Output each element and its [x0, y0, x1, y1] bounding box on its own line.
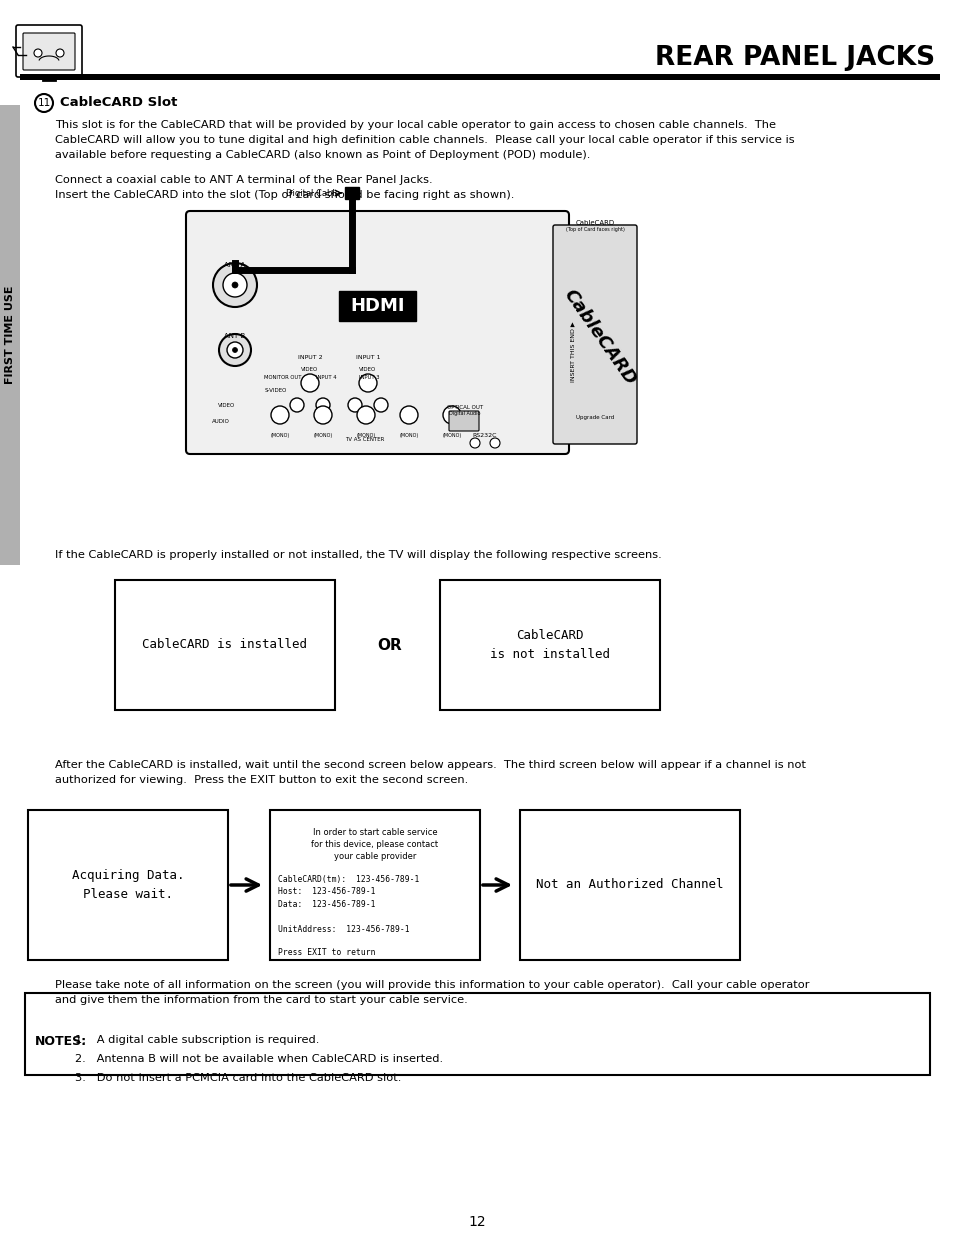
- Text: VIDEO: VIDEO: [218, 403, 235, 408]
- Bar: [28, 810, 228, 960]
- Text: CableCARD will allow you to tune digital and high definition cable channels.  Pl: CableCARD will allow you to tune digital…: [55, 135, 794, 144]
- FancyBboxPatch shape: [16, 25, 82, 77]
- Text: and give them the information from the card to start your cable service.: and give them the information from the c…: [55, 995, 467, 1005]
- Text: In order to start cable service
for this device, please contact
your cable provi: In order to start cable service for this…: [311, 827, 438, 861]
- Bar: [0, 105, 20, 564]
- Circle shape: [56, 49, 64, 57]
- Text: AUDIO: AUDIO: [212, 419, 230, 424]
- Text: (Top of Card faces right): (Top of Card faces right): [565, 227, 624, 232]
- Text: available before requesting a CableCARD (also known as Point of Deployment (POD): available before requesting a CableCARD …: [55, 149, 590, 161]
- Text: CableCARD is installed: CableCARD is installed: [142, 638, 307, 652]
- Bar: [439, 580, 659, 710]
- Text: CableCARD: CableCARD: [559, 285, 639, 388]
- Circle shape: [227, 342, 243, 358]
- Text: Not an Authorized Channel: Not an Authorized Channel: [536, 878, 723, 892]
- Text: VIDEO: VIDEO: [359, 367, 376, 372]
- FancyBboxPatch shape: [449, 411, 478, 431]
- Text: 12: 12: [468, 1215, 485, 1229]
- Text: This slot is for the CableCARD that will be provided by your local cable operato: This slot is for the CableCARD that will…: [55, 120, 775, 130]
- Text: Acquiring Data.
Please wait.: Acquiring Data. Please wait.: [71, 869, 184, 902]
- Text: After the CableCARD is installed, wait until the second screen below appears.  T: After the CableCARD is installed, wait u…: [55, 760, 805, 769]
- Text: 11: 11: [37, 98, 51, 107]
- Circle shape: [301, 374, 318, 391]
- Text: MONITOR OUT: MONITOR OUT: [264, 375, 301, 380]
- Circle shape: [399, 406, 417, 424]
- Text: NOTES:: NOTES:: [35, 1035, 87, 1049]
- Text: VIDEO: VIDEO: [301, 367, 318, 372]
- FancyBboxPatch shape: [23, 33, 75, 70]
- Bar: [115, 580, 335, 710]
- Circle shape: [315, 398, 330, 412]
- Text: CableCARD: CableCARD: [575, 220, 614, 226]
- Text: FIRST TIME USE: FIRST TIME USE: [5, 285, 15, 384]
- Text: Digital Cable: Digital Cable: [286, 189, 339, 198]
- Text: Insert the CableCARD into the slot (Top of card should be facing right as shown): Insert the CableCARD into the slot (Top …: [55, 190, 514, 200]
- Bar: [345, 186, 358, 199]
- FancyBboxPatch shape: [553, 225, 637, 445]
- Text: INPUT 1: INPUT 1: [355, 354, 380, 359]
- Text: (MONO): (MONO): [313, 433, 333, 438]
- Text: OPTICAL OUT: OPTICAL OUT: [446, 405, 482, 410]
- Circle shape: [356, 406, 375, 424]
- FancyBboxPatch shape: [186, 211, 568, 454]
- Text: Connect a coaxial cable to ANT A terminal of the Rear Panel Jacks.: Connect a coaxial cable to ANT A termina…: [55, 175, 432, 185]
- Circle shape: [358, 374, 376, 391]
- Text: (MONO): (MONO): [356, 433, 375, 438]
- Circle shape: [348, 398, 361, 412]
- Text: (MONO): (MONO): [399, 433, 418, 438]
- Circle shape: [314, 406, 332, 424]
- Bar: [270, 810, 479, 960]
- Bar: [25, 993, 929, 1074]
- Text: If the CableCARD is properly installed or not installed, the TV will display the: If the CableCARD is properly installed o…: [55, 550, 661, 559]
- Circle shape: [470, 438, 479, 448]
- Text: INPUT 2: INPUT 2: [297, 354, 322, 359]
- Circle shape: [232, 282, 237, 288]
- Text: HDMI: HDMI: [351, 296, 405, 315]
- Bar: [519, 810, 740, 960]
- Text: CableCARD Slot: CableCARD Slot: [60, 96, 177, 110]
- Circle shape: [290, 398, 304, 412]
- Circle shape: [271, 406, 289, 424]
- Text: INSERT THIS END ▶: INSERT THIS END ▶: [570, 321, 575, 383]
- Circle shape: [219, 333, 251, 366]
- Text: OR: OR: [377, 637, 402, 652]
- Text: INPUT 3: INPUT 3: [358, 375, 379, 380]
- Text: ANT A: ANT A: [224, 262, 245, 268]
- Circle shape: [442, 406, 460, 424]
- Text: ANT B: ANT B: [224, 333, 245, 338]
- Circle shape: [34, 49, 42, 57]
- Text: RS232C: RS232C: [473, 433, 497, 438]
- Text: REAR PANEL JACKS: REAR PANEL JACKS: [654, 44, 934, 70]
- Bar: [20, 74, 939, 80]
- Text: Please take note of all information on the screen (you will provide this informa: Please take note of all information on t…: [55, 981, 809, 990]
- Text: CableCARD
is not installed: CableCARD is not installed: [490, 629, 609, 661]
- Text: Press EXIT to return: Press EXIT to return: [277, 948, 375, 957]
- Text: Digital Audio: Digital Audio: [449, 411, 480, 416]
- Text: (MONO): (MONO): [442, 433, 461, 438]
- Text: INPUT 4: INPUT 4: [315, 375, 336, 380]
- Text: CableCARD(tm):  123-456-789-1
Host:  123-456-789-1
Data:  123-456-789-1

UnitAdd: CableCARD(tm): 123-456-789-1 Host: 123-4…: [277, 876, 419, 934]
- Text: 2.   Antenna B will not be available when CableCARD is inserted.: 2. Antenna B will not be available when …: [75, 1053, 442, 1065]
- FancyBboxPatch shape: [338, 291, 416, 321]
- Circle shape: [223, 273, 247, 296]
- Circle shape: [490, 438, 499, 448]
- Circle shape: [233, 347, 237, 352]
- Text: S-VIDEO: S-VIDEO: [265, 388, 287, 393]
- Text: 3.   Do not insert a PCMCIA card into the CableCARD slot.: 3. Do not insert a PCMCIA card into the …: [75, 1073, 401, 1083]
- Text: (MONO): (MONO): [270, 433, 290, 438]
- Circle shape: [374, 398, 388, 412]
- Text: TV AS CENTER: TV AS CENTER: [345, 437, 384, 442]
- Circle shape: [213, 263, 256, 308]
- Text: Upgrade Card: Upgrade Card: [576, 415, 614, 420]
- Text: 1.   A digital cable subscription is required.: 1. A digital cable subscription is requi…: [75, 1035, 319, 1045]
- Text: authorized for viewing.  Press the EXIT button to exit the second screen.: authorized for viewing. Press the EXIT b…: [55, 776, 468, 785]
